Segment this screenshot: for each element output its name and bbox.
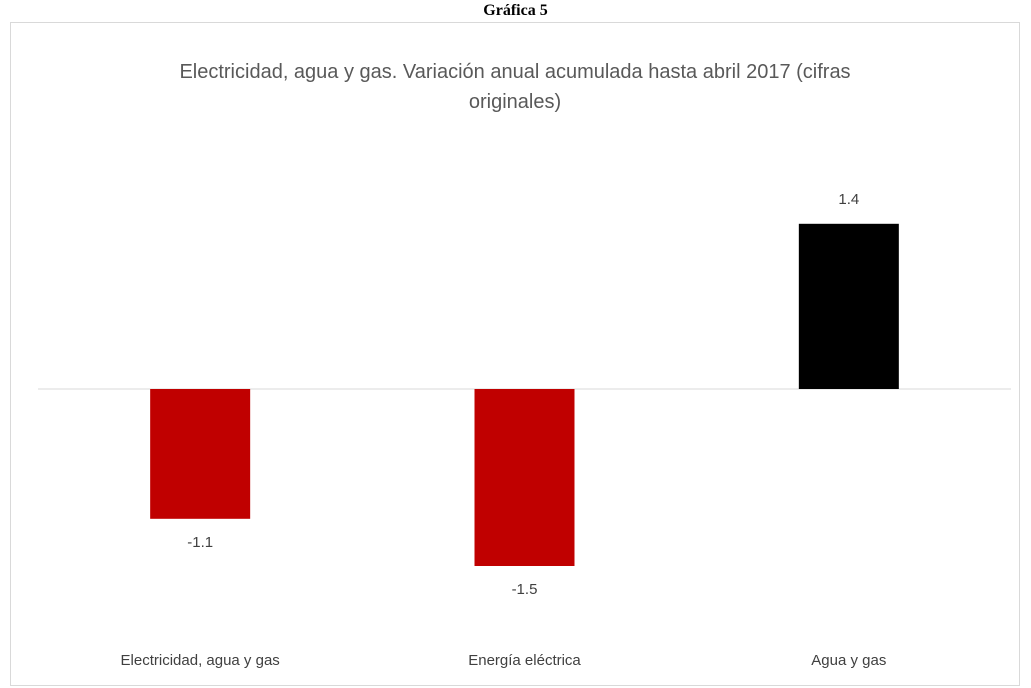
data-label: 1.4 xyxy=(838,191,859,208)
x-tick-label: Electricidad, agua y gas xyxy=(121,652,280,669)
heading: Gráfica 5 xyxy=(483,2,548,19)
chart-title: Electricidad, agua y gas. Variación anua… xyxy=(179,61,851,113)
x-tick-label: Agua y gas xyxy=(811,652,886,669)
data-label: -1.1 xyxy=(187,534,213,551)
chart-frame xyxy=(10,22,1020,686)
bar xyxy=(150,389,251,519)
bar xyxy=(798,223,899,389)
x-tick-label: Energía eléctrica xyxy=(468,652,581,669)
bar xyxy=(474,389,575,566)
data-label: -1.5 xyxy=(512,581,538,598)
